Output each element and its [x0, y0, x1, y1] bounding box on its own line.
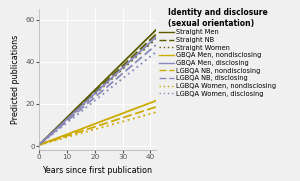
Legend: Straight Men, Straight NB, Straight Women, GBQA Men, nondisclosing, GBQA Men, di: Straight Men, Straight NB, Straight Wome…: [158, 8, 277, 97]
X-axis label: Years since first publication: Years since first publication: [43, 166, 152, 175]
Y-axis label: Predicted publications: Predicted publications: [11, 35, 20, 124]
